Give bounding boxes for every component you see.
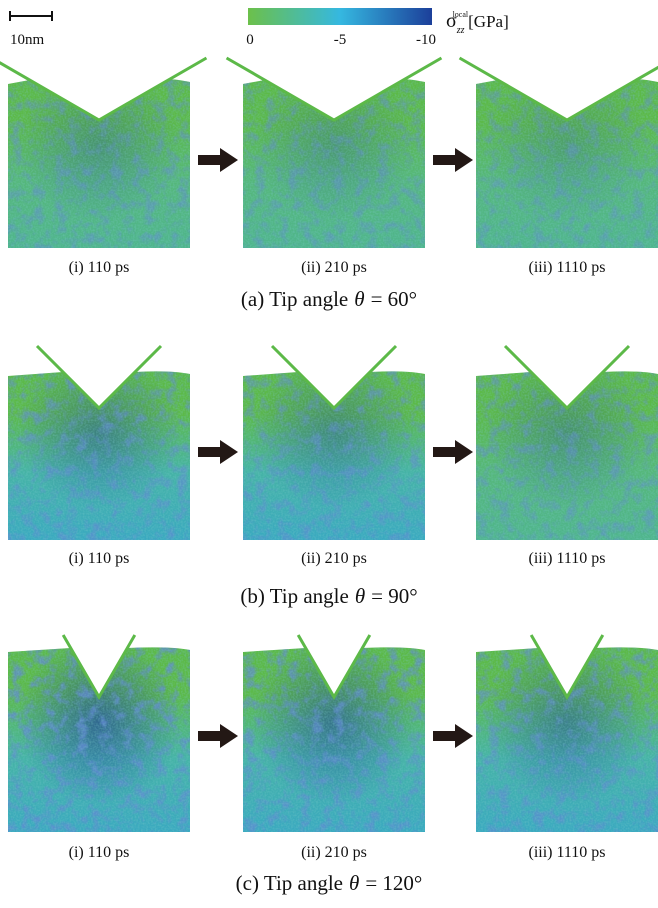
- grain: [243, 647, 425, 832]
- arrow: [198, 724, 238, 748]
- subscript: zz: [456, 25, 465, 36]
- colorbar-tick: -10: [416, 32, 436, 48]
- panel-caption: (ii) 210 ps: [301, 844, 367, 861]
- grain: [476, 647, 658, 832]
- grain: [8, 371, 190, 540]
- caption-suffix: = 120°: [365, 871, 422, 895]
- colorbar-tick: -5: [334, 32, 347, 48]
- caption-symbol: θ: [354, 287, 364, 311]
- panel-caption: (i) 110 ps: [69, 259, 130, 276]
- arrow: [433, 724, 473, 748]
- scale-bar: 10nm: [10, 11, 52, 48]
- caption-prefix: (c) Tip angle: [236, 871, 343, 895]
- arrow: [433, 440, 473, 464]
- colorbar: [248, 8, 432, 25]
- grain: [476, 371, 658, 540]
- panel-caption: (iii) 1110 ps: [528, 550, 605, 567]
- scale-label: 10nm: [10, 32, 45, 48]
- grain: [476, 79, 658, 248]
- grain: [8, 647, 190, 832]
- panel-caption: (i) 110 ps: [69, 550, 130, 567]
- panel-caption: (iii) 1110 ps: [528, 844, 605, 861]
- caption-suffix: = 60°: [371, 287, 418, 311]
- panel-caption: (iii) 1110 ps: [528, 259, 605, 276]
- grain: [243, 371, 425, 540]
- caption-prefix: (a) Tip angle: [241, 287, 348, 311]
- figure: 10nm 0-5-10σzzlocal[GPa](i) 110 ps(ii) 2…: [0, 0, 658, 908]
- colorbar-label: σzzlocal[GPa]: [446, 10, 509, 36]
- arrow: [198, 440, 238, 464]
- caption-prefix: (b) Tip angle: [240, 584, 349, 608]
- panel-caption: (ii) 210 ps: [301, 259, 367, 276]
- panel-caption: (ii) 210 ps: [301, 550, 367, 567]
- colorbar-tick: 0: [246, 32, 254, 48]
- caption-symbol: θ: [349, 871, 359, 895]
- arrow: [198, 148, 238, 172]
- grain: [8, 79, 190, 248]
- grain: [243, 79, 425, 248]
- caption-symbol: θ: [355, 584, 365, 608]
- caption-suffix: = 90°: [371, 584, 418, 608]
- unit: [GPa]: [468, 12, 509, 31]
- superscript: local: [453, 10, 469, 19]
- panel-caption: (i) 110 ps: [69, 844, 130, 861]
- arrow: [433, 148, 473, 172]
